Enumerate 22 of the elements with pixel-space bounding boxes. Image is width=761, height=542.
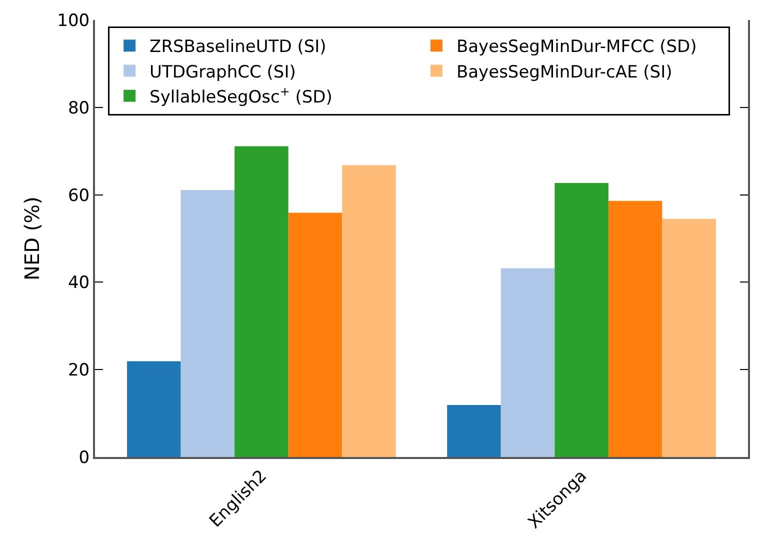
y-tick-label: 100 bbox=[57, 10, 90, 31]
bar bbox=[554, 183, 608, 457]
y-tick-label: 80 bbox=[68, 98, 90, 118]
bar bbox=[180, 190, 235, 457]
y-tick-label: 0 bbox=[78, 448, 90, 468]
legend-label: BayesSegMinDur-cAE (SI) bbox=[456, 62, 672, 82]
y-tick-label: 20 bbox=[68, 360, 90, 381]
legend-label: ZRSBaselineUTD (SI) bbox=[150, 37, 326, 58]
bar bbox=[500, 268, 555, 457]
bar bbox=[342, 165, 396, 457]
bar bbox=[608, 200, 662, 457]
bar bbox=[127, 361, 181, 457]
y-tick-label: 60 bbox=[68, 186, 90, 206]
bar bbox=[662, 218, 716, 457]
y-tick-label: 40 bbox=[68, 273, 90, 294]
legend-label: SyllableSegOsc$^{+}$ (SD) bbox=[150, 84, 332, 108]
legend-label: BayesSegMinDur-MFCC (SD) bbox=[456, 37, 697, 58]
bar bbox=[447, 405, 501, 457]
bar bbox=[234, 146, 288, 457]
legend-label: UTDGraphCC (SI) bbox=[150, 62, 296, 82]
bar bbox=[288, 212, 342, 457]
y-axis-title: NED (%) bbox=[20, 196, 44, 280]
